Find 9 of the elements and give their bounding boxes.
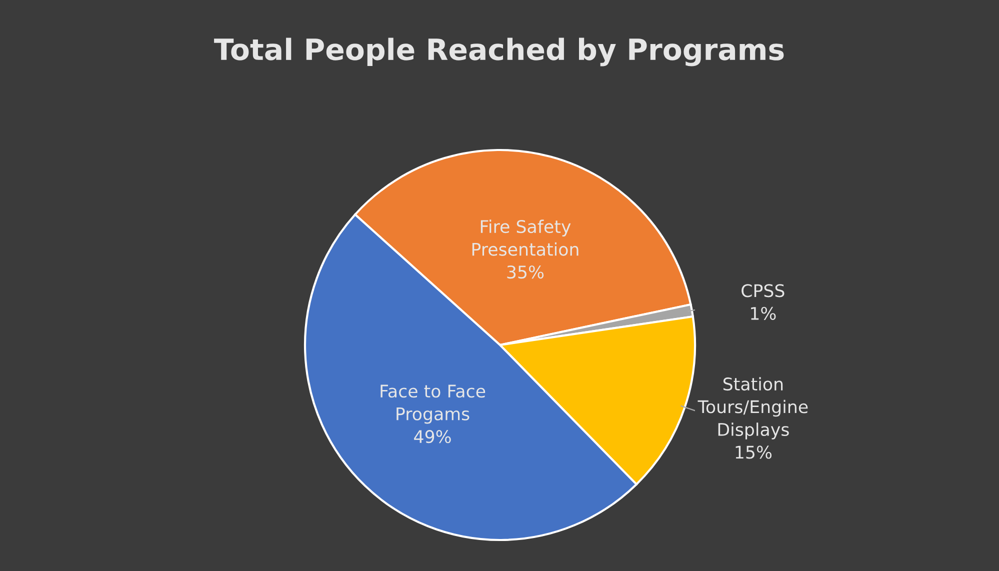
data-label: 35% (507, 265, 544, 279)
slice-label: Station Tours/Engine Displays (698, 377, 808, 440)
slice-label: Face to Face Progams (380, 384, 486, 424)
data-label: 15% (736, 446, 772, 459)
slice-label: Fire Safety Presentation (472, 220, 578, 256)
chart-title: Total People Reached by Programs (214, 38, 784, 66)
slice-label: CPSS (742, 284, 784, 298)
data-label: 1% (751, 306, 776, 320)
data-label: 49% (414, 430, 451, 444)
